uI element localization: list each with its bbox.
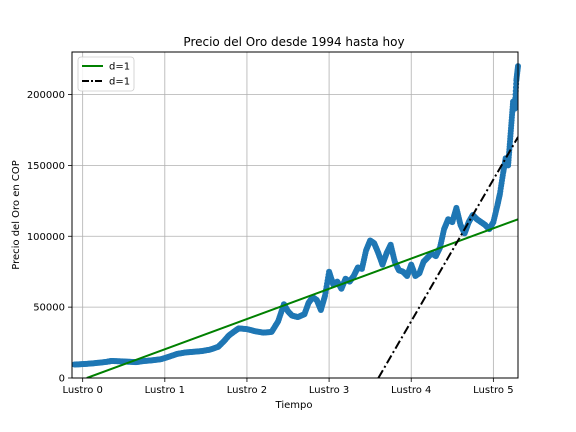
fit-lines: [86, 136, 518, 378]
y-ticks: 0 50000 100000 150000 200000: [27, 90, 72, 385]
x-axis-label: Tiempo: [275, 400, 313, 411]
y-tick-label: 100000: [27, 232, 65, 243]
legend: d=1d=1: [77, 56, 135, 92]
y-tick-label: 0: [59, 374, 65, 385]
x-tick-label: Lustro 5: [473, 385, 513, 396]
y-tick-label: 200000: [27, 90, 65, 101]
y-axis-label: Precio del Oro en COP: [11, 160, 22, 270]
y-tick-label: 50000: [33, 303, 65, 314]
plot-frame: [71, 51, 519, 379]
x-tick-label: Lustro 1: [145, 385, 185, 396]
x-tick-label: Lustro 3: [309, 385, 349, 396]
grid-lines: [72, 52, 518, 379]
chart-title: Precio del Oro desde 1994 hasta hoy: [183, 35, 404, 49]
x-tick-label: Lustro 2: [227, 385, 267, 396]
fit-line: [86, 218, 518, 378]
x-tick-label: Lustro 0: [62, 385, 102, 396]
legend-label: d=1: [109, 62, 130, 73]
scatter-series: [71, 63, 521, 368]
fit-line: [377, 136, 518, 378]
legend-label: d=1: [109, 77, 130, 88]
y-tick-label: 150000: [27, 161, 65, 172]
x-tick-label: Lustro 4: [391, 385, 431, 396]
x-ticks: Lustro 0 Lustro 1 Lustro 2 Lustro 3 Lustro 4…: [62, 378, 514, 396]
